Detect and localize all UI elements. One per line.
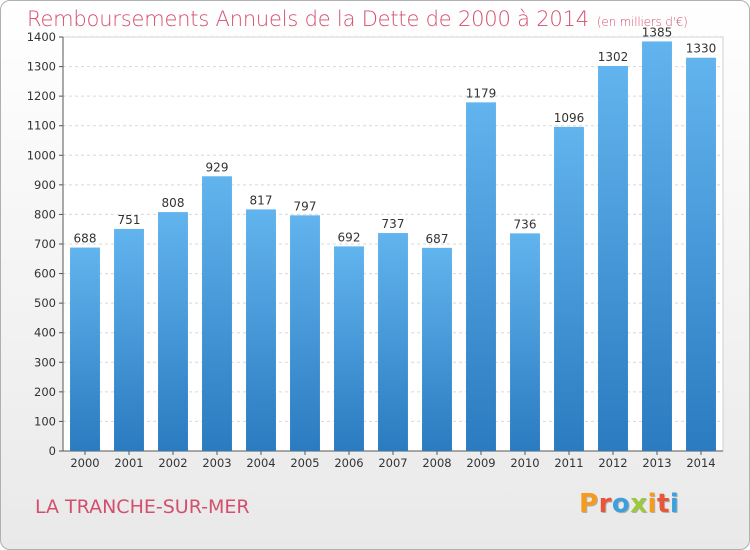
bar-2004 — [246, 209, 276, 451]
x-tick-label: 2005 — [290, 456, 319, 470]
x-tick-label: 2004 — [246, 456, 275, 470]
y-tick-label: 1100 — [27, 119, 56, 133]
y-tick-label: 700 — [34, 237, 56, 251]
x-tick-label: 2014 — [686, 456, 715, 470]
x-tick-label: 2008 — [422, 456, 451, 470]
y-tick-label: 400 — [34, 326, 56, 340]
x-tick-label: 2001 — [114, 456, 143, 470]
value-label: 1330 — [686, 42, 717, 56]
bar-2010 — [510, 233, 540, 451]
bar-2000 — [70, 247, 100, 451]
bar-2001 — [114, 228, 144, 451]
logo-letter: t — [656, 489, 670, 519]
logo-letter: r — [598, 489, 612, 519]
x-tick-label: 2009 — [466, 456, 495, 470]
bar-2003 — [202, 176, 232, 451]
x-tick-label: 2010 — [510, 456, 539, 470]
value-label: 688 — [74, 232, 97, 246]
chart-title-text: Remboursements Annuels de la Dette de 20… — [27, 7, 589, 31]
logo-letter: P — [579, 489, 599, 519]
value-label: 687 — [426, 232, 449, 246]
value-label: 1302 — [598, 50, 629, 64]
value-label: 1179 — [466, 86, 497, 100]
value-label: 808 — [162, 196, 185, 210]
logo-letter: i — [647, 489, 657, 519]
logo-letter: x — [630, 489, 648, 519]
value-label: 817 — [250, 193, 273, 207]
value-label: 737 — [382, 217, 405, 231]
bar-2011 — [554, 126, 584, 451]
logo-letter: o — [611, 489, 631, 519]
value-label: 736 — [514, 217, 537, 231]
commune-name: LA TRANCHE-SUR-MER — [35, 496, 250, 518]
x-tick-label: 2003 — [202, 456, 231, 470]
bar-2009 — [466, 102, 496, 452]
bar-2013 — [642, 41, 672, 451]
bar-2014 — [686, 57, 716, 451]
x-tick-label: 2011 — [554, 456, 583, 470]
bar-2007 — [378, 233, 408, 451]
x-tick-label: 2002 — [158, 456, 187, 470]
value-label: 751 — [118, 213, 141, 227]
logo-letter: i — [669, 489, 680, 519]
bar-2006 — [334, 246, 364, 451]
value-label: 797 — [294, 199, 317, 213]
y-tick-label: 100 — [34, 414, 56, 428]
value-label: 1385 — [642, 25, 673, 39]
value-label: 692 — [338, 230, 361, 244]
y-tick-label: 0 — [49, 444, 56, 458]
bar-2002 — [158, 212, 188, 451]
y-tick-label: 900 — [34, 178, 56, 192]
y-tick-label: 800 — [34, 207, 56, 221]
x-tick-label: 2013 — [642, 456, 671, 470]
y-tick-label: 500 — [34, 296, 56, 310]
y-tick-label: 300 — [34, 355, 56, 369]
chart-subtitle: (en milliers d'€) — [596, 15, 688, 29]
y-tick-label: 200 — [34, 385, 56, 399]
chart-title: Remboursements Annuels de la Dette de 20… — [27, 7, 688, 31]
y-tick-label: 1300 — [27, 60, 56, 74]
x-tick-label: 2000 — [70, 456, 99, 470]
x-tick-label: 2012 — [598, 456, 627, 470]
bar-2012 — [598, 65, 628, 451]
bar-2008 — [422, 247, 452, 451]
value-label: 929 — [206, 160, 229, 174]
bar-2005 — [290, 215, 320, 451]
y-tick-label: 1200 — [27, 89, 56, 103]
value-label: 1096 — [554, 111, 585, 125]
y-tick-label: 1400 — [27, 30, 56, 44]
y-tick-label: 600 — [34, 267, 56, 281]
y-tick-label: 1000 — [27, 148, 56, 162]
x-tick-label: 2007 — [378, 456, 407, 470]
proxiti-logo: Proxiti — [579, 489, 679, 519]
x-tick-label: 2006 — [334, 456, 363, 470]
